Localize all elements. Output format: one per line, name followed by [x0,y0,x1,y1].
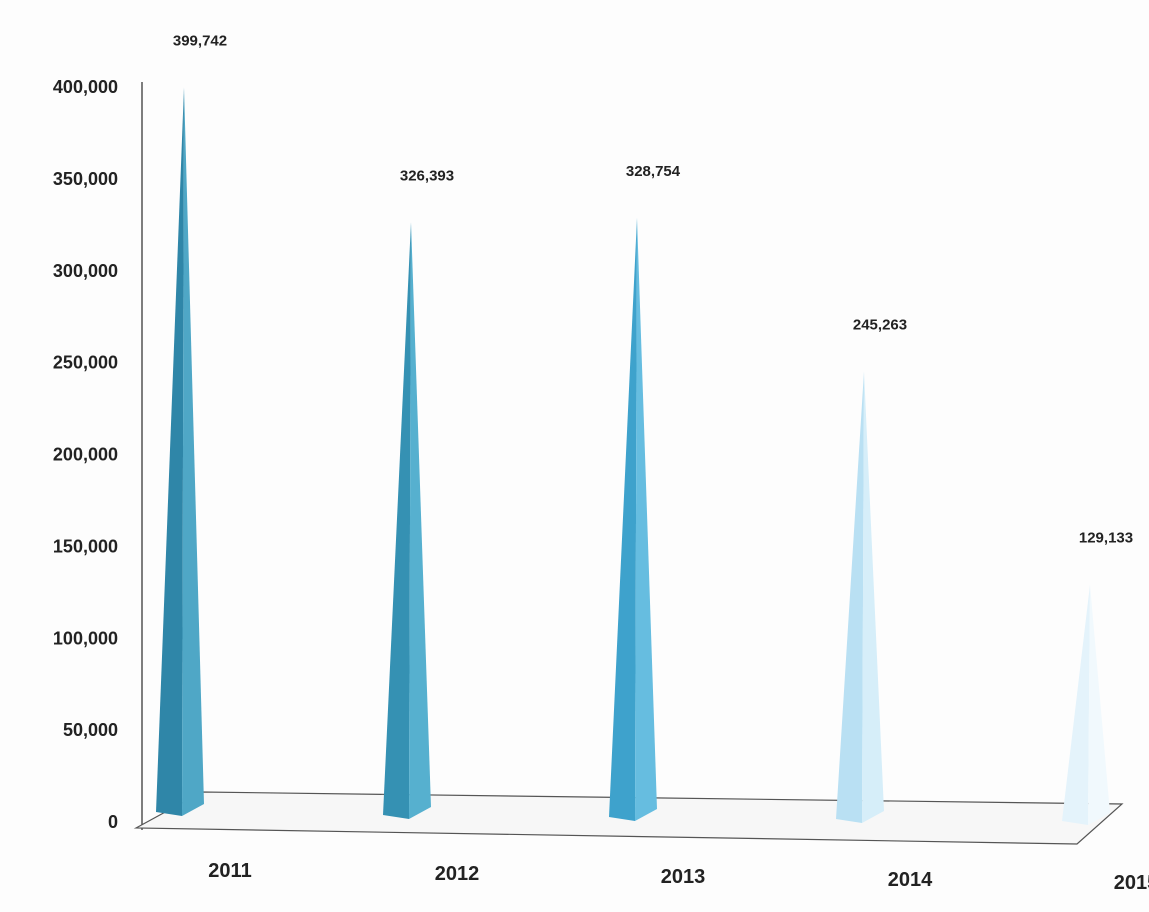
x-tick-label: 2015 [1114,872,1149,894]
data-label: 399,742 [173,32,227,49]
bar-side-2011 [182,87,204,817]
y-tick-label: 200,000 [53,445,118,465]
y-tick-label: 400,000 [53,77,118,97]
bar-side-2013 [635,217,657,821]
x-tick-label: 2014 [888,869,933,891]
data-label: 326,393 [400,167,454,184]
y-tick-label: 150,000 [53,536,118,556]
x-tick-label: 2013 [661,866,706,888]
bar-2014 [836,371,864,823]
data-label: 129,133 [1079,530,1133,547]
bar-layer [156,87,1110,825]
bar-side-2015 [1088,584,1110,825]
bar-side-2012 [409,222,431,819]
y-tick-labels: 0 50,000 100,000 150,000 200,000 250,000 300,0… [53,77,118,832]
data-labels: 399,742 326,393 328,754 245,263 129,133 [173,32,1133,546]
bar-2011 [156,87,184,817]
bar-2012 [383,222,411,819]
data-label: 328,754 [626,163,681,180]
x-tick-label: 2011 [208,860,251,882]
y-tick-label: 0 [108,812,118,832]
y-tick-label: 300,000 [53,261,118,281]
x-tick-labels: 2011 2012 2013 2014 2015 [208,860,1149,894]
bar-2013 [609,217,637,821]
y-tick-label: 50,000 [63,720,118,740]
x-tick-label: 2012 [435,863,480,885]
y-tick-label: 250,000 [53,353,118,373]
data-label: 245,263 [853,316,907,333]
bar-2015 [1062,584,1090,825]
y-tick-label: 100,000 [53,628,118,648]
y-tick-label: 350,000 [53,169,118,189]
bar-side-2014 [862,371,884,823]
